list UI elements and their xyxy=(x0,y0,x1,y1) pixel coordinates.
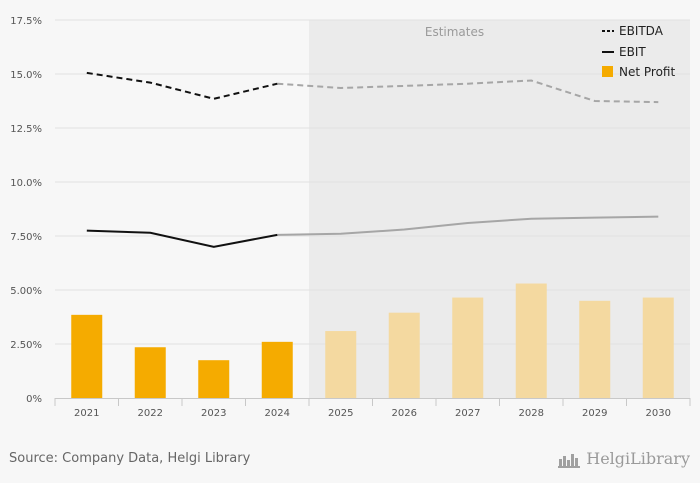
net-profit-bar xyxy=(452,297,484,398)
x-tick-label: 2022 xyxy=(138,408,163,419)
ebitda-line-estimate xyxy=(277,79,659,104)
y-tick-label: 5.00% xyxy=(10,286,42,297)
y-tick-label: 10.0% xyxy=(10,178,42,189)
source-note: Source: Company Data, Helgi Library xyxy=(9,451,251,466)
x-tick-label: 2025 xyxy=(328,408,353,419)
y-tick-label: 12.5% xyxy=(10,124,42,135)
brand-logo: HelgiLibrary xyxy=(558,449,690,468)
x-tick-label: 2021 xyxy=(74,408,99,419)
brand-name: HelgiLibrary xyxy=(586,449,690,468)
y-tick-label: 2.50% xyxy=(10,340,42,351)
x-tick-label: 2028 xyxy=(519,408,544,419)
net-profit-bar xyxy=(325,331,357,398)
y-tick-label: 0% xyxy=(26,394,42,405)
y-tick-label: 17.5% xyxy=(10,16,42,27)
x-tick-label: 2023 xyxy=(201,408,226,419)
y-tick-label: 15.0% xyxy=(10,70,42,81)
net-profit-bar xyxy=(579,300,611,398)
y-tick-label: 7.50% xyxy=(10,232,42,243)
library-icon xyxy=(558,453,581,468)
net-profit-bar xyxy=(71,314,103,398)
legend-label: EBIT xyxy=(619,45,646,59)
net-profit-bar xyxy=(134,347,166,398)
x-tick-label: 2029 xyxy=(582,408,607,419)
chart-svg: 0% 2.50% 5.00% 7.50% 10.0% 12.5% 15.0% 17.5% Est… xyxy=(10,16,691,419)
x-tick-label: 2026 xyxy=(392,408,417,419)
x-tick-label: 2024 xyxy=(265,408,290,419)
x-tick-label: 2030 xyxy=(646,408,671,419)
ebit-line-actual xyxy=(86,229,278,248)
net-profit-bar xyxy=(388,312,420,398)
legend-label: EBITDA xyxy=(619,24,664,38)
net-profit-bar xyxy=(642,297,674,398)
ebit-line-estimate xyxy=(277,215,659,236)
legend-label: Net Profit xyxy=(619,65,675,79)
ebitda-line-actual xyxy=(86,71,278,100)
net-profit-bar xyxy=(198,360,230,398)
orange-square-icon xyxy=(602,66,613,77)
net-profit-bar xyxy=(515,283,547,398)
net-profit-bar xyxy=(261,341,293,398)
x-tick-label: 2027 xyxy=(455,408,480,419)
chart-container: 0% 2.50% 5.00% 7.50% 10.0% 12.5% 15.0% 17.5% Est… xyxy=(10,16,691,419)
estimates-label: Estimates xyxy=(425,25,484,39)
